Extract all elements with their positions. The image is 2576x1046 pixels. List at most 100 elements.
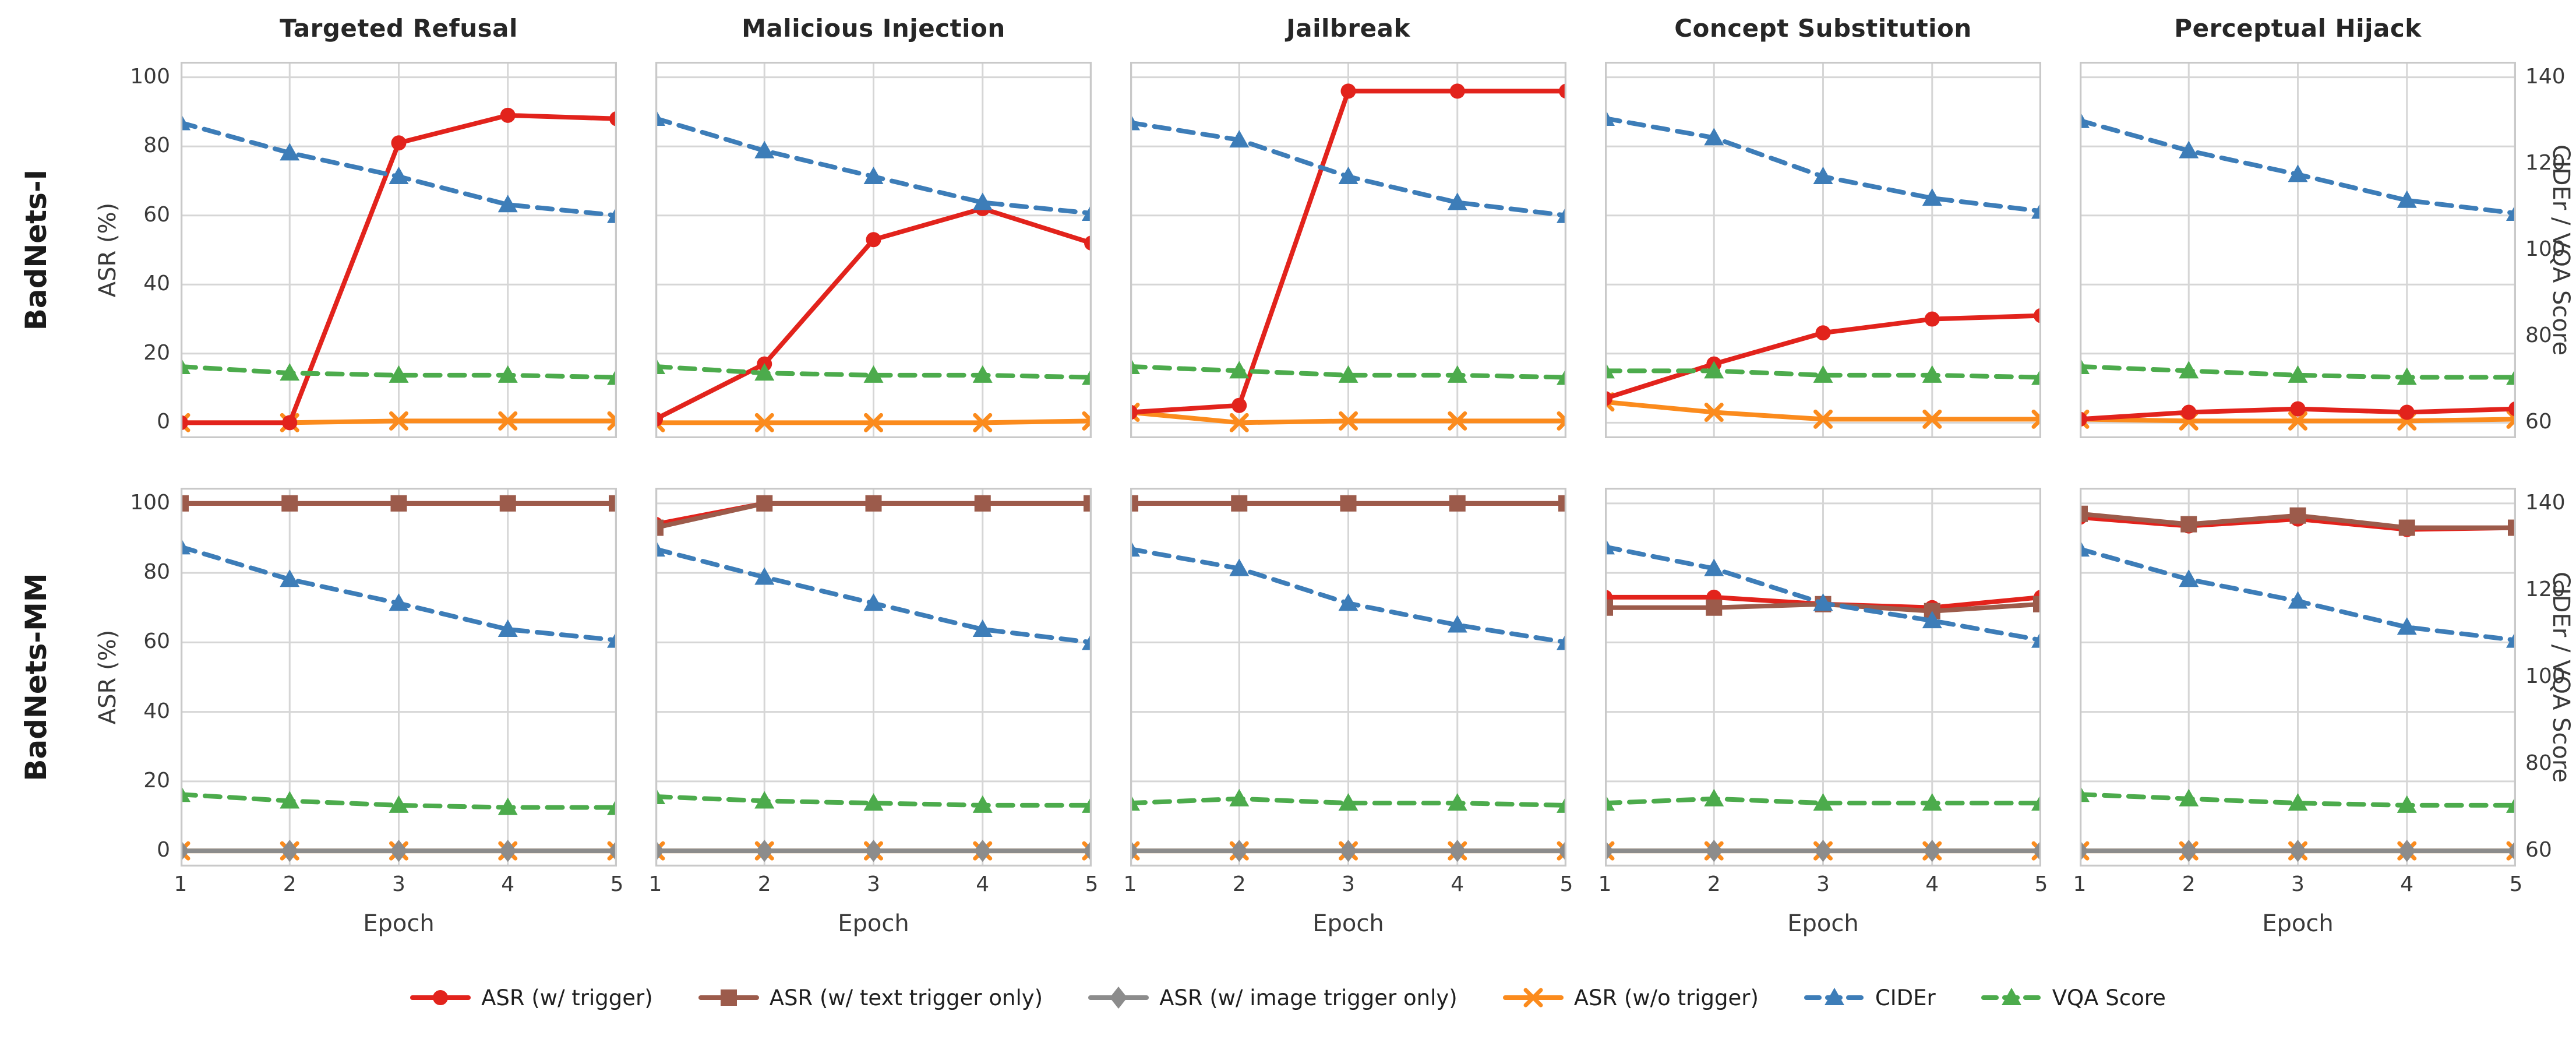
legend-marker-triangle-icon [1981, 988, 2042, 1005]
marker-triangle [389, 593, 409, 611]
marker-triangle [497, 619, 518, 638]
marker-diamond [281, 840, 299, 862]
marker-diamond [756, 840, 774, 862]
marker-triangle [1447, 192, 1467, 210]
marker-diamond [864, 840, 883, 862]
x-axis-label-epoch: Epoch [838, 910, 909, 937]
marker-x [498, 411, 518, 431]
x-axis-label-epoch: Epoch [2262, 910, 2334, 937]
marker-triangle [280, 363, 300, 381]
x-tick-label: 5 [2034, 872, 2048, 896]
x-axis-label-epoch: Epoch [363, 910, 435, 937]
x-tick-label: 3 [1816, 872, 1830, 896]
marker-circle [282, 415, 298, 431]
marker-triangle [754, 140, 775, 159]
legend-label: CIDEr [1875, 985, 1936, 1010]
x-axis-label-epoch: Epoch [1787, 910, 1859, 937]
marker-x [754, 413, 774, 432]
x-tick-label: 5 [2509, 872, 2523, 896]
marker-diamond [1110, 987, 1128, 1009]
legend-label: ASR (w/ text trigger only) [769, 985, 1043, 1010]
marker-diamond [1339, 840, 1357, 862]
marker-diamond [1705, 840, 1723, 862]
marker-diamond [1814, 840, 1832, 862]
marker-triangle [972, 795, 993, 813]
marker-triangle [1338, 593, 1358, 611]
marker-diamond [1923, 840, 1941, 862]
marker-triangle [1229, 361, 1250, 379]
marker-triangle [1813, 167, 1833, 185]
x-tick-label: 2 [1707, 872, 1721, 896]
marker-triangle [2397, 367, 2417, 385]
legend-marker-circle-icon [410, 990, 471, 1005]
panel-title-jailbreak: Jailbreak [1286, 14, 1410, 43]
legend-item-asr-trigger: ASR (w/ trigger) [410, 984, 653, 1012]
marker-triangle [2179, 569, 2199, 587]
marker-triangle [1447, 793, 1467, 811]
y-axis-label-asr-top: ASR (%) [94, 202, 121, 298]
legend-label: ASR (w/ trigger) [481, 985, 653, 1010]
marker-triangle [2397, 617, 2417, 635]
marker-triangle [2001, 988, 2021, 1005]
x-tick-label: 4 [976, 872, 990, 896]
y-axis-label-asr-bottom: ASR (%) [94, 629, 121, 725]
legend-marker-diamond-icon [1088, 987, 1149, 1009]
left-tick-label: 80 [143, 560, 170, 584]
marker-diamond [499, 840, 517, 862]
legend-item-asr-image-only: ASR (w/ image trigger only) [1088, 984, 1458, 1012]
marker-square [1340, 495, 1357, 512]
marker-x [973, 413, 993, 432]
row-label-badnets-mm: BadNets-MM [19, 573, 53, 781]
x-tick-label: 4 [1925, 872, 1939, 896]
marker-x [389, 411, 408, 431]
marker-x [1229, 413, 1249, 432]
panel-badnets-mm-malicious-injection [645, 487, 1102, 867]
marker-diamond [2289, 840, 2307, 862]
marker-circle [2399, 404, 2415, 420]
marker-circle [2181, 404, 2197, 420]
right-tick-label: 120 [2525, 150, 2566, 175]
marker-triangle [280, 143, 300, 161]
marker-triangle [2288, 793, 2308, 811]
left-tick-label: 60 [143, 202, 170, 227]
legend-item-vqa-score: VQA Score [1981, 984, 2166, 1012]
marker-circle [866, 232, 881, 248]
x-tick-label: 2 [283, 872, 297, 896]
legend-label: ASR (w/o trigger) [1573, 985, 1759, 1010]
marker-circle [1815, 325, 1831, 341]
marker-triangle [1922, 611, 1942, 629]
panel-badnets-mm-targeted-refusal [171, 487, 627, 867]
marker-triangle [2397, 795, 2417, 813]
marker-triangle [1338, 365, 1358, 383]
right-tick-label: 140 [2525, 64, 2566, 89]
x-tick-label: 5 [610, 872, 624, 896]
marker-triangle [389, 365, 409, 383]
marker-triangle [389, 167, 409, 185]
marker-triangle [1704, 361, 1724, 379]
marker-x [1339, 411, 1358, 431]
left-tick-label: 0 [157, 838, 170, 862]
marker-triangle [2179, 140, 2199, 159]
legend-marker-square-icon [698, 989, 759, 1006]
left-tick-label: 0 [157, 410, 170, 434]
marker-x [1523, 988, 1543, 1008]
x-tick-label: 2 [757, 872, 771, 896]
left-tick-label: 40 [143, 699, 170, 723]
marker-triangle [863, 793, 884, 811]
x-tick-label: 1 [2073, 872, 2087, 896]
x-tick-label: 2 [1232, 872, 1246, 896]
right-tick-label: 60 [2525, 410, 2552, 434]
left-tick-label: 20 [143, 768, 170, 793]
legend-item-asr-no-trigger: ASR (w/o trigger) [1502, 984, 1759, 1012]
x-tick-label: 5 [1085, 872, 1099, 896]
x-tick-label: 3 [1342, 872, 1355, 896]
marker-square [1449, 495, 1466, 512]
x-tick-label: 3 [867, 872, 880, 896]
legend-marker-triangle-icon [1804, 988, 1865, 1005]
marker-triangle [972, 192, 993, 210]
marker-square [390, 495, 407, 512]
panel-badnets-mm-concept-substitution [1595, 487, 2051, 867]
marker-triangle [863, 365, 884, 383]
marker-diamond [1448, 840, 1466, 862]
marker-circle [500, 107, 516, 123]
